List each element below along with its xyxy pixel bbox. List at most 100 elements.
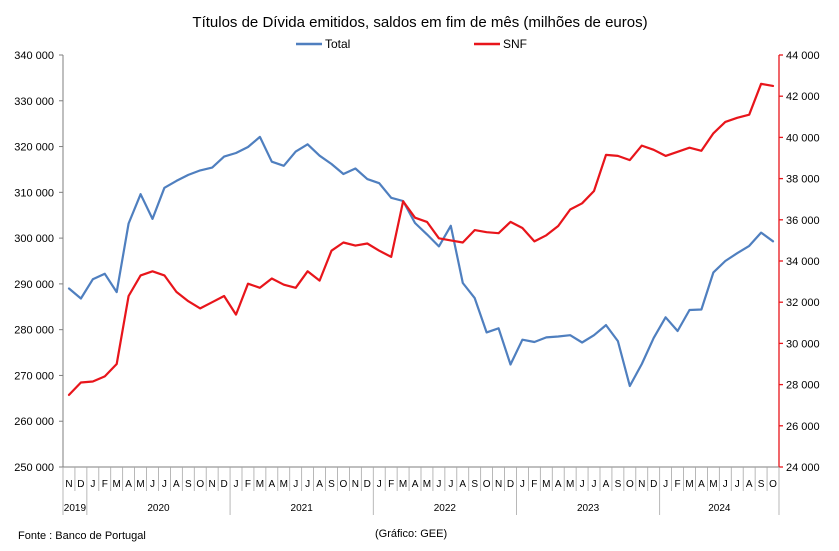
x-axis-month-label: J	[592, 479, 597, 490]
left-axis: 250 000 260 000 270 000 280 000 290 000 300 0…	[14, 50, 64, 474]
x-axis-month-label: D	[220, 479, 227, 490]
left-axis-tick-label: 270 000	[14, 370, 54, 382]
x-axis-month-label: S	[471, 479, 478, 490]
x-axis-month-label: A	[603, 479, 610, 490]
x-axis-month-label: A	[316, 479, 323, 490]
x-axis-month-label: A	[268, 479, 275, 490]
legend: Total SNF	[296, 37, 527, 51]
x-axis-month-label: M	[256, 479, 264, 490]
x-axis-month-label: F	[675, 479, 681, 490]
x-axis-year-label: 2022	[434, 503, 457, 514]
x-axis-month-label: M	[113, 479, 121, 490]
left-axis-tick-label: 250 000	[14, 462, 54, 474]
x-axis-month-label: A	[459, 479, 466, 490]
x-axis-month-label: M	[423, 479, 431, 490]
x-axis-month-label: M	[136, 479, 144, 490]
x-axis-year-label: 2024	[708, 503, 731, 514]
right-axis-tick-label: 32 000	[786, 297, 820, 309]
right-axis-tick-label: 30 000	[786, 338, 820, 350]
right-axis-tick-label: 24 000	[786, 462, 820, 474]
source-footnote: Fonte : Banco de Portugal	[18, 530, 146, 542]
x-axis-month-label: A	[746, 479, 753, 490]
x-axis-month-label: S	[328, 479, 335, 490]
x-axis-month-label: M	[280, 479, 288, 490]
x-axis-month-label: D	[364, 479, 371, 490]
right-axis-tick-label: 44 000	[786, 50, 820, 62]
left-axis-tick-label: 340 000	[14, 50, 54, 62]
x-axis-year-label: 2023	[577, 503, 600, 514]
x-axis-month-label: D	[77, 479, 84, 490]
x-axis-month-label: A	[125, 479, 132, 490]
series-lines	[67, 82, 775, 396]
series-line-snf	[67, 82, 775, 396]
right-axis-tick-label: 26 000	[786, 421, 820, 433]
x-axis-month-label: J	[150, 479, 155, 490]
left-axis-tick-label: 300 000	[14, 233, 54, 245]
x-axis-month-label: O	[340, 479, 348, 490]
chart-title: Títulos de Dívida emitidos, saldos em fi…	[192, 14, 647, 31]
x-axis-month-label: A	[412, 479, 419, 490]
x-axis-year-label: 2020	[147, 503, 170, 514]
x-axis-month-label: J	[305, 479, 310, 490]
left-axis-tick-label: 330 000	[14, 96, 54, 108]
x-axis-month-label: M	[566, 479, 574, 490]
x-axis-month-label: N	[352, 479, 359, 490]
x-axis-month-label: J	[162, 479, 167, 490]
x-axis-month-label: N	[65, 479, 72, 490]
x-axis-month-label: J	[580, 479, 585, 490]
x-axis-month-label: D	[650, 479, 657, 490]
right-axis: 24 000 26 000 28 000 30 000 32 000 34 000 36 0…	[778, 50, 820, 474]
x-axis-month-label: S	[758, 479, 765, 490]
x-axis-month-label: N	[495, 479, 502, 490]
x-axis-month-label: O	[626, 479, 634, 490]
right-axis-tick-label: 28 000	[786, 380, 820, 392]
x-axis-month-label: J	[663, 479, 668, 490]
right-axis-tick-label: 34 000	[786, 256, 820, 268]
x-axis-month-label: F	[102, 479, 108, 490]
x-axis-month-label: J	[293, 479, 298, 490]
x-axis-month-label: M	[399, 479, 407, 490]
x-axis-month-label: J	[520, 479, 525, 490]
x-axis-month-label: F	[245, 479, 251, 490]
x-axis-month-label: N	[638, 479, 645, 490]
x-axis-month-label: S	[185, 479, 192, 490]
x-axis-month-label: J	[90, 479, 95, 490]
x-axis-month-label: M	[685, 479, 693, 490]
x-axis-month-label: F	[531, 479, 537, 490]
x-axis-month-label: D	[507, 479, 514, 490]
x-axis-month-label: J	[723, 479, 728, 490]
x-axis-month-label: O	[769, 479, 777, 490]
right-axis-tick-label: 38 000	[786, 174, 820, 186]
left-axis-tick-label: 260 000	[14, 416, 54, 428]
x-axis-month-label: O	[196, 479, 204, 490]
chart-credit: (Gráfico: GEE)	[375, 528, 447, 540]
left-axis-tick-label: 320 000	[14, 142, 54, 154]
x-axis-year-label: 2019	[64, 503, 87, 514]
x-axis-month-label: J	[448, 479, 453, 490]
series-line-total	[67, 135, 775, 388]
right-axis-tick-label: 42 000	[786, 91, 820, 103]
legend-label-total: Total	[325, 37, 350, 51]
x-axis-month-label: N	[209, 479, 216, 490]
x-axis-year-label: 2021	[291, 503, 314, 514]
x-axis-month-label: J	[735, 479, 740, 490]
x-axis-month-label: M	[542, 479, 550, 490]
right-axis-tick-label: 36 000	[786, 215, 820, 227]
x-axis-month-label: J	[377, 479, 382, 490]
x-axis-month-label: A	[698, 479, 705, 490]
legend-label-snf: SNF	[503, 37, 527, 51]
x-axis-month-label: F	[388, 479, 394, 490]
x-axis-month-label: O	[483, 479, 491, 490]
x-axis-month-label: S	[615, 479, 622, 490]
right-axis-tick-label: 40 000	[786, 132, 820, 144]
left-axis-tick-label: 280 000	[14, 325, 54, 337]
x-axis-month-label: M	[709, 479, 717, 490]
x-axis-month-label: J	[436, 479, 441, 490]
x-axis-month-label: A	[173, 479, 180, 490]
left-axis-tick-label: 290 000	[14, 279, 54, 291]
left-axis-tick-label: 310 000	[14, 187, 54, 199]
x-axis-month-label: J	[234, 479, 239, 490]
x-axis-month-label: A	[555, 479, 562, 490]
